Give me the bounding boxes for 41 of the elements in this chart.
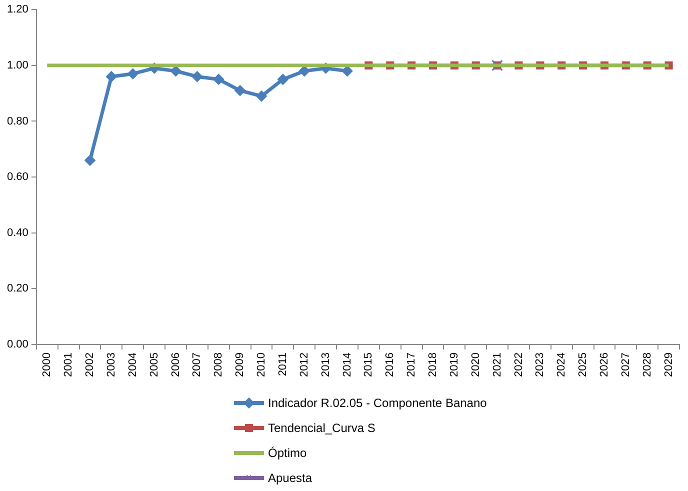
x-tick-label: 2014 <box>341 352 354 378</box>
x-tick-label: 2010 <box>256 352 268 378</box>
x-tick-label: 2018 <box>427 352 440 378</box>
y-tick-label: 0.00 <box>6 338 28 351</box>
legend-label: Tendencial_Curva S <box>268 420 376 434</box>
x-tick-label: 2028 <box>641 352 654 378</box>
x-tick-label: 2027 <box>620 352 632 378</box>
x-tick-label: 2005 <box>148 352 160 378</box>
x-tick-label: 2007 <box>191 352 204 378</box>
x-tick-label: 2022 <box>512 352 525 378</box>
x-tick-label: 2009 <box>234 352 246 378</box>
y-tick-label: 0.40 <box>6 226 28 239</box>
legend-label: Indicador R.02.05 - Componente Banano <box>268 396 487 410</box>
x-tick-label: 2008 <box>212 352 225 378</box>
x-tick-label: 2006 <box>170 352 182 378</box>
x-tick-label: 2002 <box>84 352 96 378</box>
legend-label: Óptimo <box>268 446 307 460</box>
x-tick-label: 2025 <box>577 352 590 378</box>
x-tick-label: 2004 <box>126 352 139 378</box>
x-tick-label: 2001 <box>62 352 75 378</box>
x-tick-label: 2003 <box>105 352 118 378</box>
y-tick-label: 0.60 <box>6 171 28 184</box>
x-tick-label: 2000 <box>41 352 54 378</box>
x-tick-label: 2016 <box>384 352 396 378</box>
y-tick-label: 0.80 <box>6 115 28 128</box>
x-tick-label: 2017 <box>406 352 418 378</box>
x-tick-label: 2024 <box>556 352 568 378</box>
x-tick-label: 2011 <box>276 352 289 376</box>
y-tick-label: 1.20 <box>6 4 28 16</box>
x-tick-label: 2021 <box>491 352 504 378</box>
x-tick-label: 2026 <box>598 352 611 378</box>
x-tick-label: 2029 <box>662 352 675 378</box>
x-tick-label: 2013 <box>320 352 332 378</box>
x-tick-label: 2023 <box>534 352 546 378</box>
x-tick-label: 2012 <box>298 352 310 378</box>
y-tick-label: 1.00 <box>6 59 28 72</box>
x-tick-label: 2015 <box>362 352 375 378</box>
legend-label: Apuesta <box>268 470 312 484</box>
x-tick-label: 2020 <box>470 352 482 378</box>
y-tick-label: 0.20 <box>6 282 28 295</box>
x-tick-label: 2019 <box>448 352 460 378</box>
